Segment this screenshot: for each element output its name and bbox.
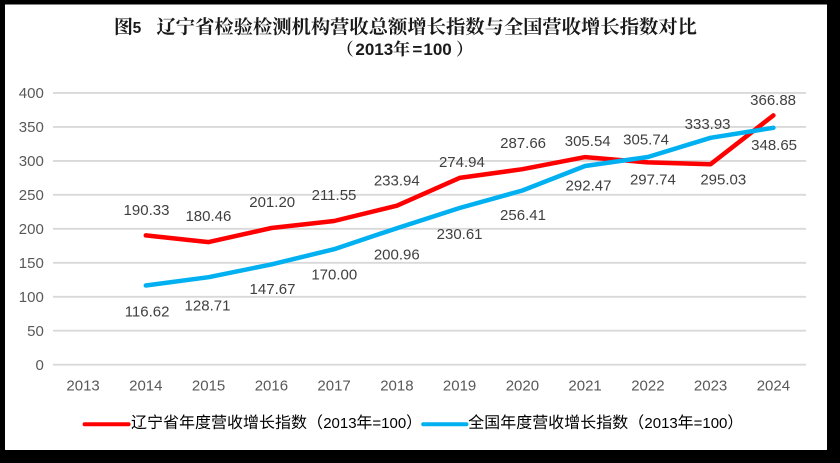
svg-text:2013: 2013 xyxy=(644,415,677,432)
svg-text:100: 100 xyxy=(19,289,44,306)
svg-text:2017: 2017 xyxy=(317,377,350,394)
svg-text:2016: 2016 xyxy=(255,377,288,394)
svg-text:230.61: 230.61 xyxy=(437,226,483,243)
svg-text:2018: 2018 xyxy=(380,377,413,394)
svg-text:0: 0 xyxy=(35,357,43,374)
svg-text:400: 400 xyxy=(19,85,44,102)
svg-text:201.20: 201.20 xyxy=(249,194,295,211)
svg-text:50: 50 xyxy=(27,323,44,340)
svg-text:=100: =100 xyxy=(372,415,406,432)
svg-text:2022: 2022 xyxy=(631,377,664,394)
svg-text:300: 300 xyxy=(19,153,44,170)
svg-text:305.74: 305.74 xyxy=(623,131,669,148)
svg-text:116.62: 116.62 xyxy=(125,304,170,321)
svg-text:2015: 2015 xyxy=(192,377,225,394)
svg-text:147.67: 147.67 xyxy=(250,281,296,298)
svg-text:366.88: 366.88 xyxy=(750,92,796,109)
svg-text:287.66: 287.66 xyxy=(500,135,546,152)
svg-text:2021: 2021 xyxy=(568,377,601,394)
svg-text:295.03: 295.03 xyxy=(700,171,746,188)
svg-text:2013: 2013 xyxy=(355,40,393,59)
svg-text:2013: 2013 xyxy=(323,415,356,432)
svg-text:250: 250 xyxy=(19,187,44,204)
svg-text:274.94: 274.94 xyxy=(439,154,485,171)
svg-text:292.47: 292.47 xyxy=(566,178,612,195)
svg-text:348.65: 348.65 xyxy=(751,137,797,154)
svg-text:2024: 2024 xyxy=(757,377,790,394)
svg-text:256.41: 256.41 xyxy=(500,207,546,224)
svg-text:2019: 2019 xyxy=(443,377,476,394)
svg-text:297.74: 297.74 xyxy=(630,171,676,188)
svg-text:200.96: 200.96 xyxy=(374,246,420,263)
svg-text:200: 200 xyxy=(19,221,44,238)
svg-text:=100: =100 xyxy=(694,415,728,432)
svg-text:150: 150 xyxy=(19,255,44,272)
svg-text:333.93: 333.93 xyxy=(685,116,731,133)
svg-text:233.94: 233.94 xyxy=(374,172,420,189)
svg-text:2013: 2013 xyxy=(66,377,99,394)
svg-text:190.33: 190.33 xyxy=(124,202,170,219)
svg-text:2023: 2023 xyxy=(694,377,727,394)
svg-text:2020: 2020 xyxy=(506,377,539,394)
svg-text:350: 350 xyxy=(19,119,44,136)
svg-text:=: = xyxy=(412,40,422,59)
svg-text:211.55: 211.55 xyxy=(312,187,357,204)
svg-text:128.71: 128.71 xyxy=(185,297,231,314)
svg-text:180.46: 180.46 xyxy=(185,208,231,225)
svg-text:2014: 2014 xyxy=(129,377,162,394)
svg-text:5: 5 xyxy=(133,20,142,37)
svg-text:170.00: 170.00 xyxy=(311,267,357,284)
svg-text:100: 100 xyxy=(423,40,451,59)
svg-text:305.54: 305.54 xyxy=(565,133,611,150)
